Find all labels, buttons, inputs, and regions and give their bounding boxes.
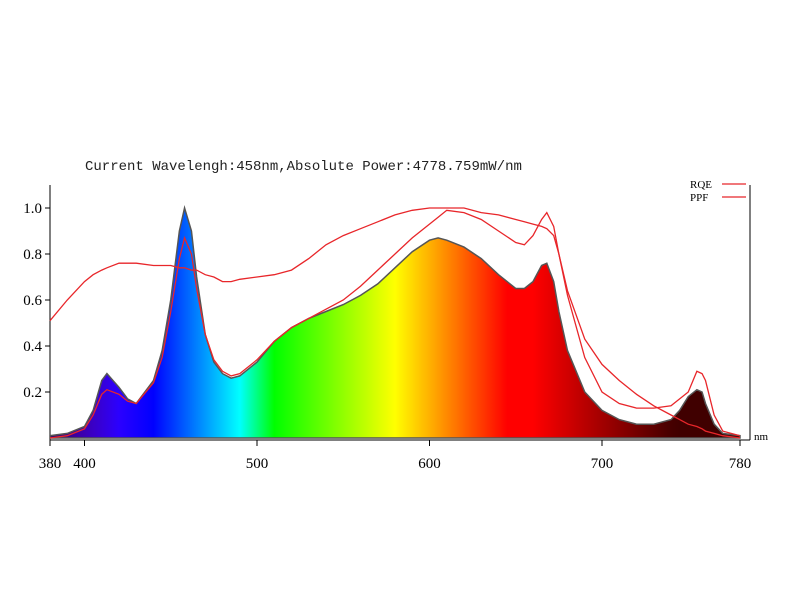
chart-title: Current Wavelengh:458nm,Absolute Power:4… bbox=[85, 159, 522, 175]
series-line bbox=[49, 207, 741, 439]
x-tick-label: 700 bbox=[591, 456, 614, 472]
x-tick-label: 500 bbox=[246, 456, 269, 472]
y-tick-label: 0.2 bbox=[23, 385, 42, 401]
y-tick-label: 1.0 bbox=[23, 201, 42, 217]
legend-label: PPF bbox=[690, 192, 708, 204]
legend-label: RQE bbox=[690, 179, 712, 191]
x-tick-label: 400 bbox=[73, 456, 96, 472]
x-tick-label: 380 bbox=[39, 456, 62, 472]
x-tick-label: 780 bbox=[729, 456, 752, 472]
series-line bbox=[49, 209, 741, 439]
y-tick-label: 0.6 bbox=[23, 293, 42, 309]
x-axis-label: nm bbox=[754, 431, 769, 443]
spectrum-area bbox=[49, 205, 741, 439]
y-tick-label: 0.8 bbox=[23, 247, 42, 263]
x-tick-label: 600 bbox=[418, 456, 441, 472]
y-tick-label: 0.4 bbox=[23, 339, 42, 355]
